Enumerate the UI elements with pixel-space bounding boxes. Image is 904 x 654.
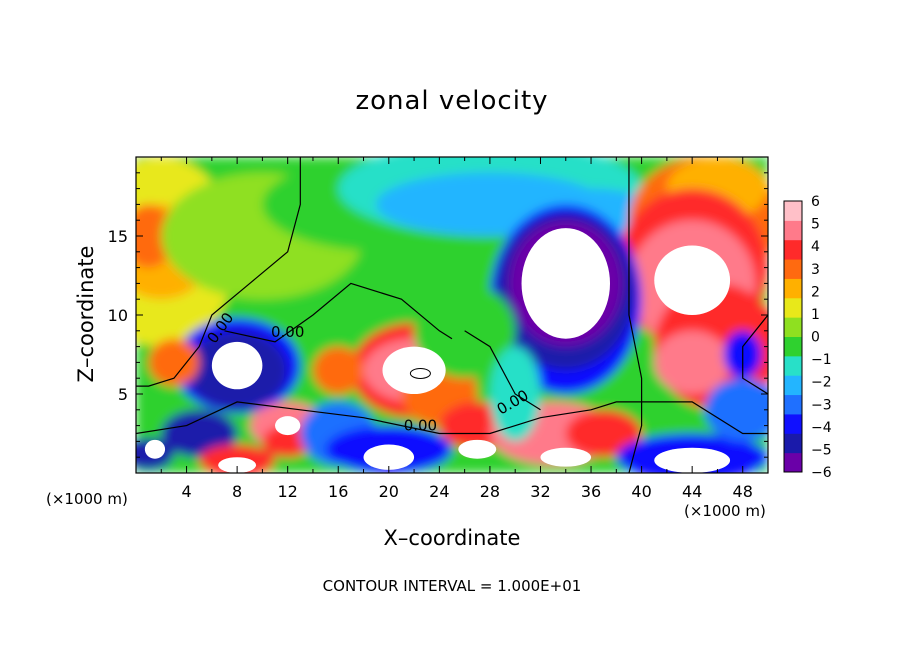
field-blob [161, 409, 238, 458]
colorbar-segment [784, 259, 802, 279]
colorbar-tick-label: 1 [811, 307, 820, 323]
colorbar-segment [784, 433, 802, 454]
colorbar-segment [784, 278, 802, 299]
contour-line [409, 367, 431, 379]
contour-line [136, 157, 301, 387]
colorbar-tick-label: 4 [811, 239, 820, 255]
colorbar-tick-label: −3 [811, 397, 832, 413]
x-tick-label: 4 [181, 482, 191, 501]
x-tick-label: 32 [530, 482, 550, 501]
contour-line [136, 401, 768, 435]
x-axis-label: X–coordinate [383, 526, 521, 550]
contour-line [224, 282, 453, 343]
field-blob [312, 346, 364, 394]
colorbar-segment [784, 413, 802, 434]
saturated-region [144, 439, 166, 459]
contour-interval-note: CONTOUR INTERVAL = 1.000E+01 [322, 577, 582, 595]
field-blob [654, 330, 731, 394]
x-tick-label: 36 [581, 482, 601, 501]
colorbar-tick-label: 0 [811, 330, 820, 346]
saturated-region [654, 447, 731, 473]
x-tick-label: 44 [682, 482, 702, 501]
x-tick-label: 16 [328, 482, 348, 501]
colorbar-tick-label: 2 [811, 284, 820, 300]
contour-line [628, 157, 643, 473]
colorbar-tick-label: −6 [811, 465, 832, 481]
y-tick-label: 10 [108, 306, 128, 325]
colorbar-segment [784, 336, 802, 357]
contour-line [742, 314, 768, 395]
saturated-region [218, 457, 257, 473]
x-tick-label: 20 [379, 482, 399, 501]
field-blob [704, 378, 768, 442]
contour-line [464, 330, 541, 411]
x-unit-label-left: (×1000 m) [46, 490, 128, 508]
colorbar-segment [784, 355, 802, 376]
colorbar-segment [784, 201, 802, 221]
field-blob [565, 409, 642, 458]
contour-label: 0.00 [271, 323, 304, 341]
colorbar-frame [783, 200, 803, 473]
y-tick-label: 5 [118, 385, 128, 404]
y-axis-label: Z–coordinate [74, 245, 98, 383]
x-tick-label: 12 [278, 482, 298, 501]
colorbar-segment [784, 297, 802, 318]
saturated-region [540, 447, 592, 467]
colorbar-segment [784, 394, 802, 415]
contour-label: 0.00 [404, 416, 437, 434]
saturated-region [211, 341, 263, 390]
colorbar-segment [784, 317, 802, 337]
colorbar-tick-label: −4 [811, 420, 832, 436]
colorbar-segment [784, 375, 802, 396]
x-tick-label: 8 [232, 482, 242, 501]
y-tick-label: 15 [108, 227, 128, 246]
colorbar-segment [784, 239, 802, 260]
x-tick-label: 40 [631, 482, 651, 501]
colorbar-tick-label: 6 [811, 194, 820, 210]
saturated-region [521, 228, 610, 339]
saturated-region [382, 346, 446, 394]
saturated-region [458, 439, 497, 459]
x-tick-label: 28 [480, 482, 500, 501]
saturated-region [275, 416, 301, 436]
x-tick-label: 48 [733, 482, 753, 501]
colorbar-tick-label: 3 [811, 262, 820, 278]
colorbar-tick-label: −5 [811, 442, 832, 458]
saturated-region [363, 444, 415, 470]
velocity-field [136, 157, 768, 473]
field-blob [136, 204, 174, 268]
colorbar-tick-label: −1 [811, 352, 832, 368]
x-tick-label: 24 [429, 482, 449, 501]
saturated-region [654, 245, 731, 315]
chart-title: zonal velocity [355, 86, 549, 116]
colorbar: 6 5 4 3 2 1 0 −1 −2 −3 −4 −5 −6 [783, 194, 832, 481]
colorbar-segment [784, 220, 802, 241]
field-blob [148, 338, 200, 387]
colorbar-tick-label: 5 [811, 217, 820, 233]
x-unit-label-right: (×1000 m) [684, 502, 766, 520]
colorbar-tick-label: −2 [811, 375, 832, 391]
colorbar-segment [784, 452, 802, 473]
